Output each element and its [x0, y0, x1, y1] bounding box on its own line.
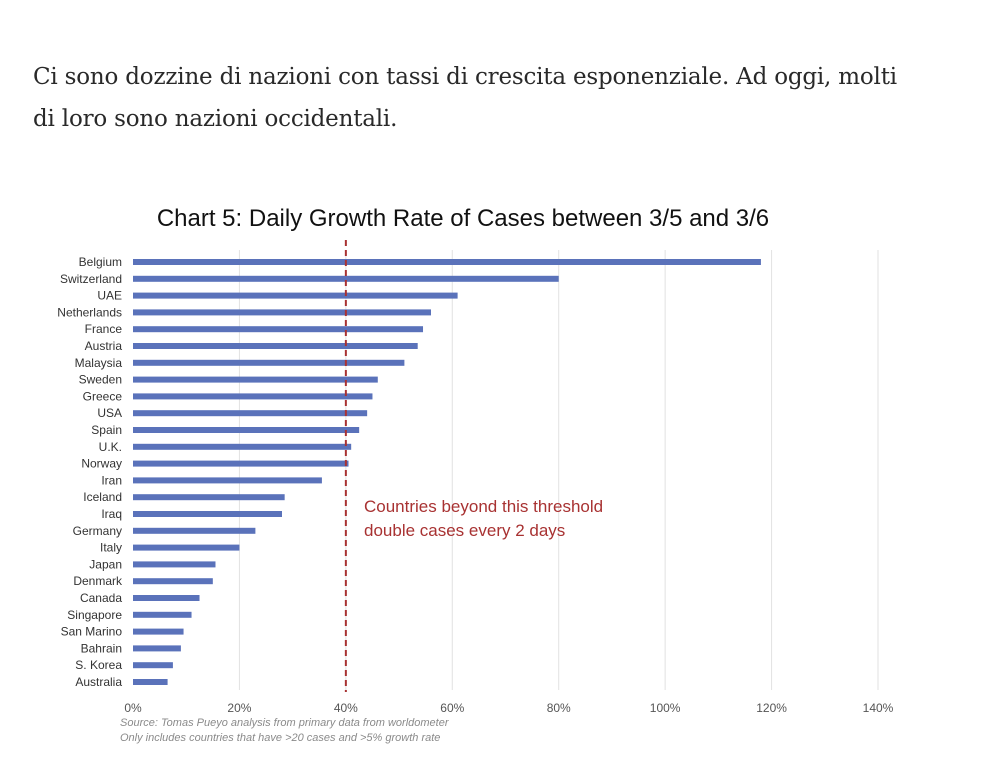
category-label: Switzerland	[60, 272, 122, 286]
x-tick-label: 40%	[334, 701, 358, 715]
category-label: UAE	[97, 289, 122, 303]
chart-figure: Chart 5: Daily Growth Rate of Cases betw…	[0, 180, 1000, 767]
bars	[133, 259, 761, 685]
bar	[133, 561, 216, 568]
bar	[133, 662, 173, 669]
category-label: Sweden	[79, 373, 122, 387]
intro-line-2: di loro sono nazioni occidentali.	[33, 106, 398, 132]
bar	[133, 259, 761, 265]
x-tick-labels: 0% 20% 40% 60% 80% 100% 120% 140%	[124, 701, 893, 715]
growth-rate-chart: Chart 5: Daily Growth Rate of Cases betw…	[57, 205, 893, 744]
category-label: Italy	[100, 541, 122, 555]
grid-lines	[238, 250, 879, 690]
bar	[133, 376, 378, 383]
category-label: U.K.	[99, 440, 122, 454]
category-label: Singapore	[67, 608, 122, 622]
x-tick-label: 60%	[440, 701, 464, 715]
category-label: Norway	[81, 457, 122, 471]
bar	[133, 494, 285, 501]
threshold-annotation-line-1: Countries beyond this threshold	[364, 497, 603, 516]
category-label: Greece	[83, 389, 123, 403]
chart-title: Chart 5: Daily Growth Rate of Cases betw…	[157, 205, 769, 232]
category-label: Iraq	[101, 507, 122, 521]
category-labels: Belgium Switzerland UAE Netherlands France Au…	[57, 255, 123, 689]
bar	[133, 275, 559, 282]
category-label: Denmark	[73, 574, 123, 588]
bar	[133, 679, 168, 685]
bar	[133, 511, 282, 517]
bar	[133, 326, 424, 333]
category-label: Bahrain	[81, 641, 122, 655]
category-label: Spain	[91, 423, 122, 437]
x-tick-label: 20%	[227, 701, 251, 715]
category-label: Iran	[101, 473, 122, 487]
category-label: S. Korea	[75, 658, 122, 672]
bar	[133, 443, 352, 450]
bar	[133, 527, 256, 534]
x-tick-label: 0%	[124, 701, 142, 715]
bar	[133, 343, 418, 349]
x-tick-label: 140%	[863, 701, 894, 715]
category-label: Japan	[89, 557, 122, 571]
category-label: USA	[97, 406, 122, 420]
bar	[133, 578, 213, 585]
category-label: Netherlands	[57, 305, 122, 319]
x-tick-label: 120%	[756, 701, 787, 715]
bar	[133, 477, 322, 484]
category-label: Austria	[85, 339, 123, 353]
category-label: Germany	[73, 524, 122, 538]
source-note: Source: Tomas Pueyo analysis from primar…	[120, 717, 450, 729]
bar	[133, 410, 368, 417]
intro-paragraph: Ci sono dozzine di nazioni con tassi di …	[33, 56, 933, 140]
intro-line-1: Ci sono dozzine di nazioni con tassi di …	[33, 64, 897, 90]
category-label: Canada	[80, 591, 122, 605]
bar	[133, 309, 431, 316]
inclusion-note: Only includes countries that have >20 ca…	[120, 732, 440, 744]
bar	[133, 595, 200, 601]
category-label: San Marino	[61, 625, 123, 639]
bar	[133, 292, 458, 299]
category-label: Australia	[75, 675, 122, 689]
x-tick-label: 80%	[547, 701, 571, 715]
bar	[133, 645, 181, 652]
category-label: Iceland	[83, 490, 122, 504]
bar	[133, 427, 360, 433]
bar	[133, 544, 240, 551]
bar	[133, 611, 192, 618]
category-label: Belgium	[79, 255, 122, 269]
x-tick-label: 100%	[650, 701, 681, 715]
bar	[133, 460, 349, 467]
category-label: France	[85, 322, 123, 336]
bar	[133, 393, 373, 400]
threshold-annotation-line-2: double cases every 2 days	[364, 521, 565, 540]
bar	[133, 359, 405, 366]
category-label: Malaysia	[75, 356, 123, 370]
bar	[133, 628, 184, 635]
